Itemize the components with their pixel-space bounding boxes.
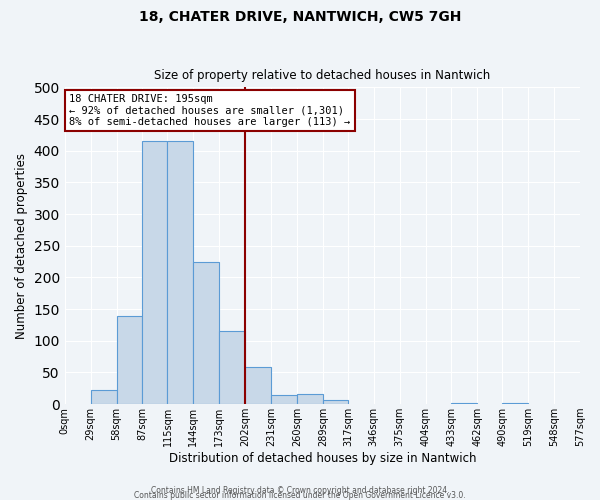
Bar: [219, 330, 245, 404]
Bar: [142, 141, 167, 404]
Bar: [297, 394, 323, 404]
Bar: [271, 394, 297, 404]
Bar: [502, 403, 528, 404]
Text: Contains public sector information licensed under the Open Government Licence v3: Contains public sector information licen…: [134, 491, 466, 500]
Bar: [116, 316, 142, 404]
Text: 18, CHATER DRIVE, NANTWICH, CW5 7GH: 18, CHATER DRIVE, NANTWICH, CW5 7GH: [139, 10, 461, 24]
Y-axis label: Number of detached properties: Number of detached properties: [15, 152, 28, 338]
Text: Contains HM Land Registry data © Crown copyright and database right 2024.: Contains HM Land Registry data © Crown c…: [151, 486, 449, 495]
Bar: [193, 262, 219, 404]
Bar: [323, 400, 348, 404]
Title: Size of property relative to detached houses in Nantwich: Size of property relative to detached ho…: [154, 69, 491, 82]
Bar: [91, 390, 116, 404]
Bar: [245, 368, 271, 404]
Text: 18 CHATER DRIVE: 195sqm
← 92% of detached houses are smaller (1,301)
8% of semi-: 18 CHATER DRIVE: 195sqm ← 92% of detache…: [69, 94, 350, 127]
Bar: [167, 141, 193, 404]
X-axis label: Distribution of detached houses by size in Nantwich: Distribution of detached houses by size …: [169, 452, 476, 465]
Bar: [451, 403, 478, 404]
